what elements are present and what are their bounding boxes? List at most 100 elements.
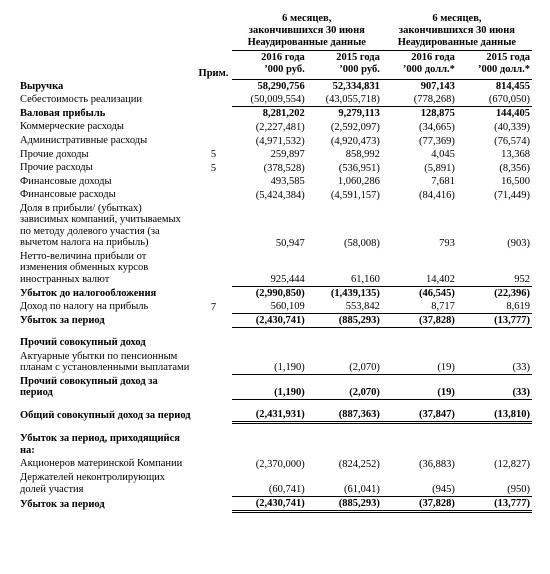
value-cell: (1,439,135) — [307, 287, 382, 301]
table-row: Себестоимость реализации(50,009,554)(43,… — [18, 93, 532, 107]
value-cell: (824,252) — [307, 457, 382, 471]
row-label: Прочие доходы — [18, 148, 195, 162]
row-note — [195, 408, 231, 423]
table-row: Финансовые расходы (5,424,384)(4,591,157)… — [18, 188, 532, 202]
group1-header: 6 месяцев, закончившихся 30 июня Неаудир… — [232, 12, 382, 51]
row-note — [195, 202, 231, 250]
row-label: Акционеров материнской Компании — [18, 457, 195, 471]
value-cell — [457, 336, 532, 350]
value-cell: (61,041) — [307, 471, 382, 496]
table-row: Держателей неконтролирующих долей участи… — [18, 471, 532, 496]
value-cell: (536,951) — [307, 161, 382, 175]
row-label: Коммерческие расходы — [18, 120, 195, 134]
row-note — [195, 120, 231, 134]
value-cell: (670,050) — [457, 93, 532, 107]
row-note — [195, 287, 231, 301]
table-row: Доход по налогу на прибыль7560,109553,84… — [18, 300, 532, 314]
value-cell: 4,045 — [382, 148, 457, 162]
value-cell: (13,777) — [457, 496, 532, 511]
value-cell: (2,370,000) — [232, 457, 307, 471]
value-cell: (8,356) — [457, 161, 532, 175]
col-header-2015-usd: 2015 года’000 долл.* — [457, 51, 532, 78]
value-cell: (2,990,850) — [232, 287, 307, 301]
row-label: Прочий совокупный доход — [18, 336, 195, 350]
value-cell: (71,449) — [457, 188, 532, 202]
value-cell: (2,592,097) — [307, 120, 382, 134]
table-row: Акционеров материнской Компании (2,370,00… — [18, 457, 532, 471]
value-cell: 952 — [457, 250, 532, 287]
table-row: Прочие расходы5(378,528)(536,951)(5,891)… — [18, 161, 532, 175]
table-row: Выручка58,290,75652,334,831907,143814,45… — [18, 80, 532, 94]
header-row-2: Прим. 2016 года’000 руб. 2015 года’000 р… — [18, 51, 532, 78]
value-cell: 13,368 — [457, 148, 532, 162]
row-note — [195, 107, 231, 121]
value-cell: 14,402 — [382, 250, 457, 287]
table-row: Убыток за период(2,430,741)(885,293)(37,… — [18, 314, 532, 328]
row-label: Общий совокупный доход за период — [18, 408, 195, 423]
row-note — [195, 93, 231, 107]
row-label: Финансовые доходы — [18, 175, 195, 189]
value-cell: (4,591,157) — [307, 188, 382, 202]
row-label: Убыток за период — [18, 314, 195, 328]
value-cell: 560,109 — [232, 300, 307, 314]
value-cell: (2,430,741) — [232, 496, 307, 511]
value-cell: (76,574) — [457, 134, 532, 148]
value-cell: 144,405 — [457, 107, 532, 121]
row-label: Нетто-величина прибыли от изменения обме… — [18, 250, 195, 287]
row-label: Валовая прибыль — [18, 107, 195, 121]
value-cell: (84,416) — [382, 188, 457, 202]
table-row: Нетто-величина прибыли от изменения обме… — [18, 250, 532, 287]
value-cell: (12,827) — [457, 457, 532, 471]
value-cell: 858,992 — [307, 148, 382, 162]
value-cell: (19) — [382, 350, 457, 375]
value-cell: (40,339) — [457, 120, 532, 134]
row-note — [195, 250, 231, 287]
row-note: 5 — [195, 148, 231, 162]
value-cell: 8,281,202 — [232, 107, 307, 121]
row-label: Убыток за период — [18, 496, 195, 511]
value-cell: (37,828) — [382, 496, 457, 511]
value-cell: (885,293) — [307, 314, 382, 328]
value-cell: (2,430,741) — [232, 314, 307, 328]
row-label: Убыток до налогообложения — [18, 287, 195, 301]
value-cell: 793 — [382, 202, 457, 250]
value-cell: (378,528) — [232, 161, 307, 175]
value-cell: 925,444 — [232, 250, 307, 287]
value-cell: 493,585 — [232, 175, 307, 189]
row-note — [195, 471, 231, 496]
value-cell: (2,070) — [307, 375, 382, 400]
value-cell: (1,190) — [232, 375, 307, 400]
value-cell: 8,619 — [457, 300, 532, 314]
value-cell: (5,424,384) — [232, 188, 307, 202]
table-row: Валовая прибыль8,281,2029,279,113128,875… — [18, 107, 532, 121]
value-cell: 259,897 — [232, 148, 307, 162]
value-cell: (5,891) — [382, 161, 457, 175]
value-cell: (778,268) — [382, 93, 457, 107]
value-cell: (37,847) — [382, 408, 457, 423]
row-label: Финансовые расходы — [18, 188, 195, 202]
value-cell: (887,363) — [307, 408, 382, 423]
table-row: Доля в прибыли/ (убытках) зависимых комп… — [18, 202, 532, 250]
group2-header: 6 месяцев, закончившихся 30 июня Неаудир… — [382, 12, 532, 51]
value-cell: (13,810) — [457, 408, 532, 423]
value-cell — [457, 432, 532, 457]
table-row: Финансовые доходы493,5851,060,2867,68116… — [18, 175, 532, 189]
row-note — [195, 80, 231, 94]
value-cell: (46,545) — [382, 287, 457, 301]
value-cell: (19) — [382, 375, 457, 400]
row-note — [195, 175, 231, 189]
value-cell: 8,717 — [382, 300, 457, 314]
value-cell: (43,055,718) — [307, 93, 382, 107]
income-statement-table: 6 месяцев, закончившихся 30 июня Неаудир… — [18, 12, 532, 513]
table-row: Административные расходы(4,971,532)(4,92… — [18, 134, 532, 148]
value-cell: 58,290,756 — [232, 80, 307, 94]
value-cell: (36,883) — [382, 457, 457, 471]
value-cell — [382, 336, 457, 350]
table-row: Убыток до налогообложения (2,990,850)(1,4… — [18, 287, 532, 301]
value-cell — [307, 432, 382, 457]
value-cell: (1,190) — [232, 350, 307, 375]
value-cell: (4,920,473) — [307, 134, 382, 148]
row-label: Прочий совокупный доход за период — [18, 375, 195, 400]
row-note — [195, 188, 231, 202]
col-header-2016-rub: 2016 года’000 руб. — [232, 51, 307, 78]
